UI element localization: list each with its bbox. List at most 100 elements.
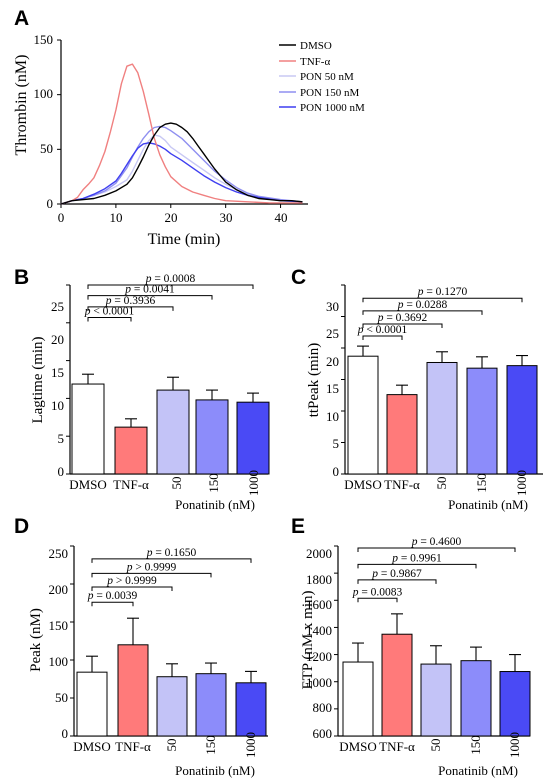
panel-a-letter: A xyxy=(14,7,29,30)
panel-d: D p = 0.0039 p > 0.9999 p > 0.9999 p = 0.16… xyxy=(14,515,268,778)
panel-c-ytick: 25 xyxy=(326,326,339,341)
panel-b-ytick: 15 xyxy=(51,365,64,380)
p-value-label: p = 0.0039 xyxy=(87,590,138,602)
p-value-label: p > 0.9999 xyxy=(106,575,157,587)
panel-e-xtick: 1000 xyxy=(507,732,522,758)
p-value-label: p = 0.3692 xyxy=(377,312,428,324)
panel-c-ylabel: ttPeak (min) xyxy=(306,343,322,418)
p-value-label: p < 0.0001 xyxy=(357,324,408,336)
p-value-label: p = 0.0288 xyxy=(397,299,448,311)
panel-b-xtick: 150 xyxy=(206,473,221,493)
panel-d-ytick: 250 xyxy=(49,546,69,561)
panel-d-ytick: 50 xyxy=(55,690,68,705)
panel-a-legend: DMSO TNF-α PON 50 nM PON 150 nM PON 1000… xyxy=(279,40,365,114)
panel-b-xtick: DMSO xyxy=(69,477,107,492)
significance-bracket xyxy=(357,563,477,569)
panel-b-letter: B xyxy=(14,266,29,289)
panel-c-group-label: Ponatinib (nM) xyxy=(448,497,528,512)
legend-label-tnf: TNF-α xyxy=(300,56,330,68)
significance-bracket xyxy=(87,284,254,289)
panel-d-ytick: 200 xyxy=(49,582,69,597)
panel-d-xtick: DMSO xyxy=(73,739,111,754)
panel-c-xtick: DMSO xyxy=(344,477,382,492)
panel-e-ytick: 1600 xyxy=(306,597,332,612)
panel-c-xtick: 1000 xyxy=(514,470,529,496)
panel-e-letter: E xyxy=(291,515,305,538)
significance-bracket xyxy=(362,310,483,315)
panel-d-ytick: 100 xyxy=(49,654,69,669)
panel-a-xticks: 0 10 20 30 40 xyxy=(58,210,288,225)
panel-b-ylabel: Lagtime (min) xyxy=(30,336,46,423)
panel-c-xtick: 50 xyxy=(434,477,449,490)
bar-150 xyxy=(195,399,229,475)
bar-150 xyxy=(460,660,492,737)
panel-a-xtick: 20 xyxy=(165,210,178,225)
legend-label-dmso: DMSO xyxy=(300,40,332,52)
panel-c-ytick: 5 xyxy=(333,436,340,451)
panel-c-ytick: 20 xyxy=(326,354,339,369)
panel-b-group-label: Ponatinib (nM) xyxy=(175,497,255,512)
panel-a-xtick: 0 xyxy=(58,210,65,225)
panel-d-ytick: 150 xyxy=(49,618,69,633)
bar-dmso xyxy=(342,661,374,737)
panel-a-yticks: 0 50 100 150 xyxy=(34,32,54,211)
panel-b-xticks: DMSO TNF-α 50 150 1000 xyxy=(69,470,261,496)
panel-a: A Thrombin (nM) Time (min) 0 50 100 150 … xyxy=(13,7,365,248)
panel-c-yticks: 0 5 10 15 20 25 30 xyxy=(326,299,339,479)
bar-50 xyxy=(156,389,190,475)
significance-bracket xyxy=(87,306,174,311)
panel-b-xtick: 1000 xyxy=(246,470,261,496)
panel-b-ytick: 5 xyxy=(58,431,65,446)
bar-50 xyxy=(426,361,458,475)
panel-e-ytick: 600 xyxy=(313,726,333,741)
bar-tnf xyxy=(114,426,148,475)
panel-b-yticks: 0 5 10 15 20 25 xyxy=(51,299,64,479)
significance-bracket xyxy=(362,297,523,303)
panel-b-ytick: 0 xyxy=(58,464,65,479)
panel-b-xtick: TNF-α xyxy=(113,477,149,492)
legend-label-pon50: PON 50 nM xyxy=(300,71,354,83)
significance-bracket xyxy=(91,601,134,607)
panel-e-xtick: 150 xyxy=(468,735,483,755)
bar-dmso xyxy=(71,383,105,475)
legend-label-pon1000: PON 1000 nM xyxy=(300,102,365,114)
bar-tnf xyxy=(117,644,149,737)
significance-bracket xyxy=(87,317,132,322)
bar-tnf xyxy=(386,394,418,475)
significance-bracket xyxy=(357,579,437,584)
panel-e-xtick: DMSO xyxy=(339,739,377,754)
p-value-label: p = 0.3936 xyxy=(105,295,156,307)
panel-e-xtick: TNF-α xyxy=(379,739,415,754)
significance-bracket xyxy=(87,295,213,300)
p-value-label: p = 0.4600 xyxy=(411,536,462,548)
p-value-label: p = 0.1270 xyxy=(417,286,468,298)
bar-150 xyxy=(466,367,498,475)
panel-e-xticks: DMSO TNF-α 50 150 1000 xyxy=(339,732,522,758)
p-value-label: p > 0.9999 xyxy=(126,561,177,573)
panel-d-ylabel: Peak (nM) xyxy=(28,608,44,672)
panel-e-group-label: Ponatinib (nM) xyxy=(438,763,518,778)
panel-a-ytick: 0 xyxy=(47,196,54,211)
panel-a-ylabel: Thrombin (nM) xyxy=(13,55,30,156)
bar-1000 xyxy=(235,682,267,737)
panel-a-ytick: 100 xyxy=(34,86,54,101)
bar-tnf xyxy=(381,633,413,737)
bar-1000 xyxy=(499,671,531,737)
significance-bracket xyxy=(91,558,252,563)
significance-bracket xyxy=(357,547,516,553)
panel-d-xtick: 1000 xyxy=(243,732,258,758)
panel-e-ytick: 1000 xyxy=(306,675,332,690)
panel-b-ytick: 25 xyxy=(51,299,64,314)
bar-150 xyxy=(195,673,227,737)
panel-c-xtick: TNF-α xyxy=(384,477,420,492)
p-value-label: p = 0.0083 xyxy=(352,586,403,598)
panel-d-xticks: DMSO TNF-α 50 150 1000 xyxy=(73,732,258,758)
significance-bracket xyxy=(91,586,173,592)
panel-d-yticks: 0 50 100 150 200 250 xyxy=(49,546,69,741)
bar-1000 xyxy=(236,401,270,475)
p-value-label: p = 0.0041 xyxy=(124,284,175,296)
p-value-label: p = 0.9961 xyxy=(391,552,442,564)
panel-d-xtick: 150 xyxy=(203,735,218,755)
